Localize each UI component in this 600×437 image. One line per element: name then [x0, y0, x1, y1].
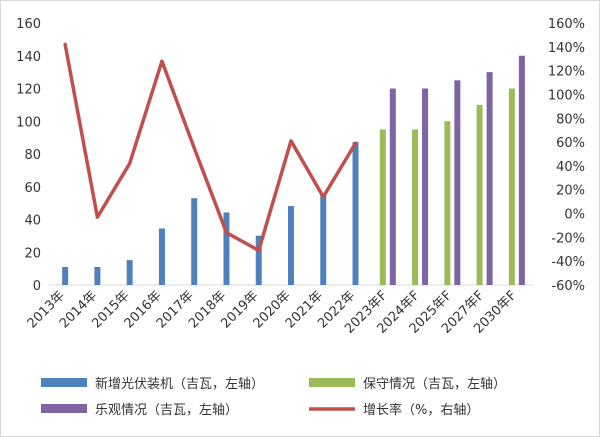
y-right-tick-label: 100%: [548, 88, 585, 103]
legend-label: 乐观情况（吉瓦，左轴）: [95, 403, 238, 418]
y-left-tick-label: 100: [16, 115, 41, 130]
y-left-tick-label: 60: [24, 181, 41, 196]
bar-installed: [320, 195, 327, 285]
bar-optimistic: [454, 80, 461, 285]
bar-installed: [62, 266, 69, 285]
legend-label: 新增光伏装机（吉瓦，左轴）: [95, 376, 264, 392]
bar-installed: [352, 141, 359, 285]
y-right-tick-label: 140%: [548, 41, 585, 56]
bar-optimistic: [422, 88, 429, 285]
bar-conservative: [476, 104, 483, 285]
bar-installed: [255, 235, 262, 285]
y-left-tick-label: 140: [16, 50, 41, 65]
y-left-tick-label: 160: [16, 17, 41, 32]
bar-optimistic: [389, 88, 396, 285]
bar-installed: [94, 266, 101, 285]
y-right-tick-label: 60%: [556, 136, 585, 151]
y-right-tick-label: 0%: [564, 208, 585, 223]
y-left-tick-label: 80: [24, 148, 41, 163]
bar-installed: [288, 206, 294, 285]
bar-installed: [191, 198, 198, 285]
bar-installed: [223, 212, 230, 285]
y-right-tick-label: 160%: [548, 17, 585, 32]
y-right-tick-label: -60%: [551, 279, 585, 294]
growth-rate-line: [63, 42, 358, 253]
y-left-tick-label: 20: [24, 246, 41, 261]
y-right-tick-label: -20%: [551, 231, 585, 246]
bar-optimistic: [518, 55, 525, 285]
bar-optimistic: [486, 72, 493, 285]
bar-conservative: [508, 88, 515, 285]
bar-conservative: [412, 129, 419, 285]
legend-label: 保守情况（吉瓦，左轴）: [363, 377, 506, 392]
legend-swatch: [41, 404, 87, 413]
bar-installed: [126, 260, 133, 285]
y-right-tick-label: 40%: [556, 160, 585, 175]
legend-label: 增长率（%，右轴）: [363, 402, 479, 418]
y-right-tick-label: 120%: [548, 65, 585, 80]
y-right-tick-label: 20%: [556, 184, 585, 199]
y-right-tick-label: 80%: [556, 112, 585, 127]
legend-swatch: [309, 378, 355, 387]
y-left-tick-label: 0: [33, 279, 41, 294]
bar-conservative: [379, 129, 386, 285]
y-left-tick-label: 40: [24, 214, 41, 229]
y-right-tick-label: -40%: [551, 255, 585, 270]
bar-conservative: [444, 121, 451, 285]
legend-swatch: [41, 378, 87, 387]
y-left-tick-label: 120: [16, 83, 41, 98]
bar-installed: [158, 228, 165, 285]
